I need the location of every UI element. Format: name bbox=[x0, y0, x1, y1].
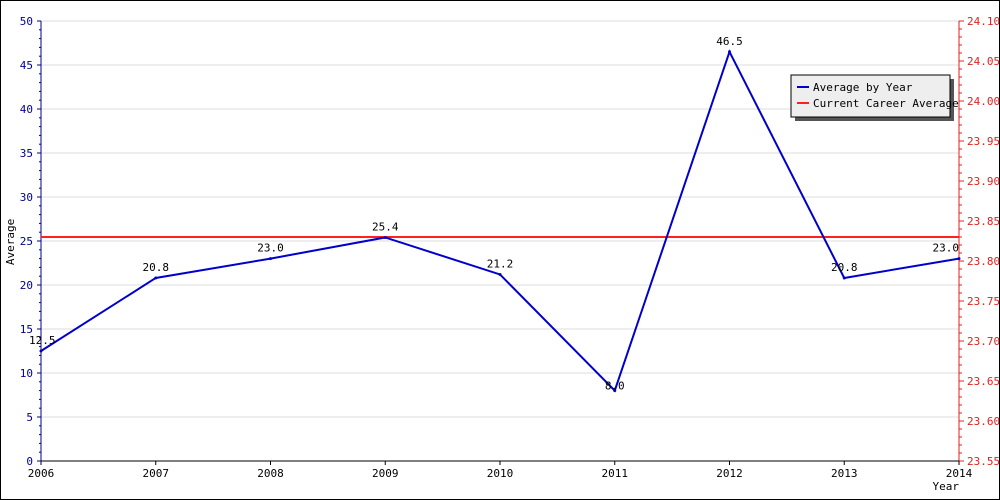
left-y-axis-ticks: 0 5 10 15 20 25 30 35 40 45 50 bbox=[20, 15, 41, 468]
data-point-2010 bbox=[498, 272, 502, 276]
data-point-2007 bbox=[154, 276, 158, 280]
left-tick-label-10: 10 bbox=[20, 367, 33, 380]
x-tick-label-2008: 2008 bbox=[257, 467, 284, 480]
data-label-2012: 46.5 bbox=[716, 35, 743, 48]
data-label-2009: 25.4 bbox=[372, 220, 399, 233]
grid bbox=[41, 20, 959, 418]
legend: Average by Year Current Career Average bbox=[790, 74, 959, 121]
legend-label-current-career-average: Current Career Average bbox=[813, 97, 959, 110]
right-tick-label-23.70: 23.70 bbox=[967, 335, 999, 348]
x-axis-title: Year bbox=[933, 480, 960, 493]
right-tick-label-23.55: 23.55 bbox=[967, 455, 999, 468]
x-tick-label-2011: 2011 bbox=[602, 467, 629, 480]
data-point-2008 bbox=[269, 257, 272, 261]
x-tick-label-2007: 2007 bbox=[143, 467, 170, 480]
data-label-2014: 23.0 bbox=[933, 242, 960, 255]
x-tick-label-2006: 2006 bbox=[28, 467, 55, 480]
x-axis-ticks: 2006 2007 2008 2009 2010 2011 2012 2013 2014 bbox=[28, 461, 973, 480]
right-tick-label-23.60: 23.60 bbox=[967, 415, 999, 428]
left-tick-label-25: 25 bbox=[20, 235, 33, 248]
left-tick-label-50: 50 bbox=[20, 15, 33, 28]
right-tick-label-23.75: 23.75 bbox=[967, 295, 999, 308]
data-labels: 12.5 20.8 23.0 25.4 21.2 8.0 46.5 20.8 23.0 bbox=[29, 35, 959, 393]
x-tick-label-2010: 2010 bbox=[487, 467, 514, 480]
series bbox=[39, 49, 961, 393]
right-tick-label-24.05: 24.05 bbox=[967, 55, 999, 68]
right-tick-label-23.85: 23.85 bbox=[967, 215, 999, 228]
x-tick-label-2013: 2013 bbox=[831, 467, 858, 480]
data-label-2008: 23.0 bbox=[257, 242, 284, 255]
left-tick-label-15: 15 bbox=[20, 323, 33, 336]
y-axis-title: Average bbox=[4, 219, 17, 265]
left-tick-label-35: 35 bbox=[20, 147, 33, 160]
left-tick-label-30: 30 bbox=[20, 191, 33, 204]
right-y-axis-ticks: 23.55 23.60 23.65 23.70 23.75 23.80 23.85 23.90… bbox=[959, 15, 999, 468]
left-tick-label-40: 40 bbox=[20, 103, 33, 116]
data-point-2009 bbox=[383, 235, 387, 239]
data-label-2006: 12.5 bbox=[29, 334, 56, 347]
data-label-2013: 20.8 bbox=[831, 261, 858, 274]
data-point-2011 bbox=[613, 389, 617, 393]
data-label-2011: 8.0 bbox=[605, 380, 625, 393]
left-tick-label-5: 5 bbox=[26, 411, 33, 424]
data-point-2012 bbox=[728, 50, 731, 54]
right-tick-label-23.90: 23.90 bbox=[967, 175, 999, 188]
data-point-2014 bbox=[957, 257, 961, 261]
right-tick-label-23.65: 23.65 bbox=[967, 375, 999, 388]
data-label-2010: 21.2 bbox=[487, 257, 514, 270]
x-tick-label-2012: 2012 bbox=[716, 467, 743, 480]
left-tick-label-45: 45 bbox=[20, 59, 33, 72]
right-tick-label-24.00: 24.00 bbox=[967, 95, 999, 108]
x-tick-label-2009: 2009 bbox=[372, 467, 399, 480]
legend-label-average-by-year: Average by Year bbox=[813, 81, 913, 94]
left-tick-label-0: 0 bbox=[26, 455, 33, 468]
right-tick-label-23.80: 23.80 bbox=[967, 255, 999, 268]
data-point-2013 bbox=[842, 276, 846, 280]
right-tick-label-24.10: 24.10 bbox=[967, 15, 999, 28]
data-point-2006 bbox=[39, 349, 43, 353]
x-tick-label-2014: 2014 bbox=[946, 467, 973, 480]
legend-box bbox=[790, 74, 951, 118]
right-tick-label-23.95: 23.95 bbox=[967, 135, 999, 148]
left-tick-label-20: 20 bbox=[20, 279, 33, 292]
data-label-2007: 20.8 bbox=[143, 261, 170, 274]
